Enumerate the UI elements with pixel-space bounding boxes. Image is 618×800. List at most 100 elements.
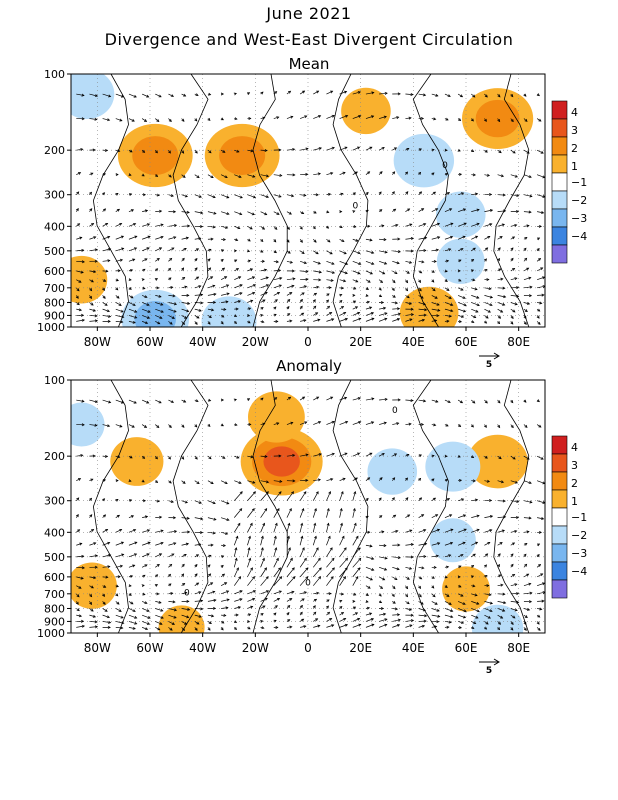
wind-vector-head <box>105 269 109 273</box>
wind-vector-head <box>289 557 293 561</box>
wind-vector <box>299 598 305 602</box>
wind-vector-head <box>512 456 516 460</box>
wind-vector-head <box>119 424 123 428</box>
wind-vector-head <box>526 607 531 611</box>
wind-vector-head <box>252 284 257 287</box>
wind-vector-head <box>419 497 423 501</box>
wind-vector <box>220 582 227 586</box>
wind-vector <box>155 542 164 546</box>
wind-vector-head <box>514 174 519 178</box>
wind-vector-head <box>371 397 375 401</box>
wind-vector <box>207 225 216 228</box>
wind-vector-head <box>405 497 409 501</box>
x-tick-label: 40W <box>189 335 216 349</box>
wind-vector-head <box>329 251 333 255</box>
wind-vector-head <box>301 211 305 214</box>
x-tick-label: 60E <box>455 335 478 349</box>
wind-vector-head <box>239 195 243 199</box>
wind-vector-head <box>331 624 335 628</box>
wind-vector-head <box>326 293 330 297</box>
y-tick-label: 400 <box>44 526 65 539</box>
wind-vector-head <box>450 309 454 313</box>
wind-vector-head <box>299 611 303 615</box>
wind-vector <box>300 270 308 273</box>
wind-vector <box>168 295 176 297</box>
wind-vector-head <box>90 608 94 612</box>
wind-vector-head <box>299 226 303 230</box>
wind-vector <box>457 593 464 597</box>
shaded-region <box>71 562 117 609</box>
wind-vector-head <box>120 320 124 324</box>
wind-vector-head <box>299 239 303 243</box>
wind-vector-head <box>457 575 461 579</box>
wind-vector-head <box>409 566 413 570</box>
wind-vector-head <box>134 621 138 625</box>
wind-vector-head <box>328 192 332 196</box>
wind-vector-head <box>182 480 186 484</box>
wind-vector-head <box>516 500 520 504</box>
wind-vector-head <box>144 564 148 568</box>
wind-vector <box>497 608 505 612</box>
wind-vector <box>299 421 307 425</box>
wind-vector-head <box>503 295 507 299</box>
wind-vector-head <box>406 295 410 299</box>
wind-vector <box>471 93 476 98</box>
wind-vector-head <box>79 542 83 546</box>
wind-vector-head <box>536 93 540 97</box>
wind-vector <box>313 319 320 322</box>
wind-vector-head <box>130 515 135 518</box>
wind-vector <box>471 515 480 518</box>
wind-vector <box>155 530 164 533</box>
wind-vector-head <box>352 507 356 512</box>
wind-vector-head <box>173 516 177 520</box>
wind-vector <box>299 523 303 533</box>
wind-vector <box>431 601 438 605</box>
wind-vector <box>102 236 110 240</box>
wind-vector <box>141 564 148 568</box>
wind-vector-head <box>106 424 111 428</box>
wind-vector-head <box>470 424 474 428</box>
wind-vector-head <box>541 517 545 520</box>
wind-vector-head <box>208 248 212 252</box>
wind-vector-head <box>200 517 204 521</box>
wind-vector-head <box>383 115 387 119</box>
wind-vector-head <box>186 309 190 313</box>
wind-vector <box>260 211 267 215</box>
wind-vector-head <box>158 294 162 298</box>
wind-vector-head <box>108 314 112 318</box>
wind-vector-head <box>274 226 278 230</box>
wind-vector-head <box>142 592 146 596</box>
wind-vector-head <box>76 191 80 195</box>
wind-vector-head <box>278 491 282 495</box>
wind-vector <box>142 210 148 212</box>
wind-vector-head <box>104 608 108 612</box>
wind-vector-head <box>352 599 356 603</box>
wind-vector <box>102 223 108 227</box>
wind-vector-head <box>260 613 264 616</box>
wind-vector-head <box>278 268 282 272</box>
wind-vector-head <box>279 479 283 483</box>
wind-vector-head <box>514 302 518 306</box>
wind-vector <box>168 93 174 97</box>
wind-vector <box>141 93 149 98</box>
wind-vector-head <box>290 421 294 425</box>
wind-vector <box>510 224 517 227</box>
wind-vector <box>115 235 124 240</box>
wind-vector-head <box>144 258 148 262</box>
wind-vector-head <box>115 192 119 196</box>
wind-vector-head <box>431 279 435 283</box>
wind-vector <box>168 258 172 262</box>
wind-vector <box>431 399 438 403</box>
wind-vector <box>352 279 358 283</box>
wind-vector-head <box>75 601 79 605</box>
wind-vector <box>365 92 374 95</box>
wind-vector-head <box>223 613 227 617</box>
wind-vector <box>300 591 307 595</box>
shaded-region <box>71 402 105 447</box>
wind-vector <box>313 421 321 425</box>
wind-vector-head <box>471 565 475 568</box>
wind-vector-head <box>184 285 188 289</box>
wind-vector-head <box>141 173 145 177</box>
wind-vector <box>536 573 543 578</box>
wind-vector <box>260 284 269 289</box>
